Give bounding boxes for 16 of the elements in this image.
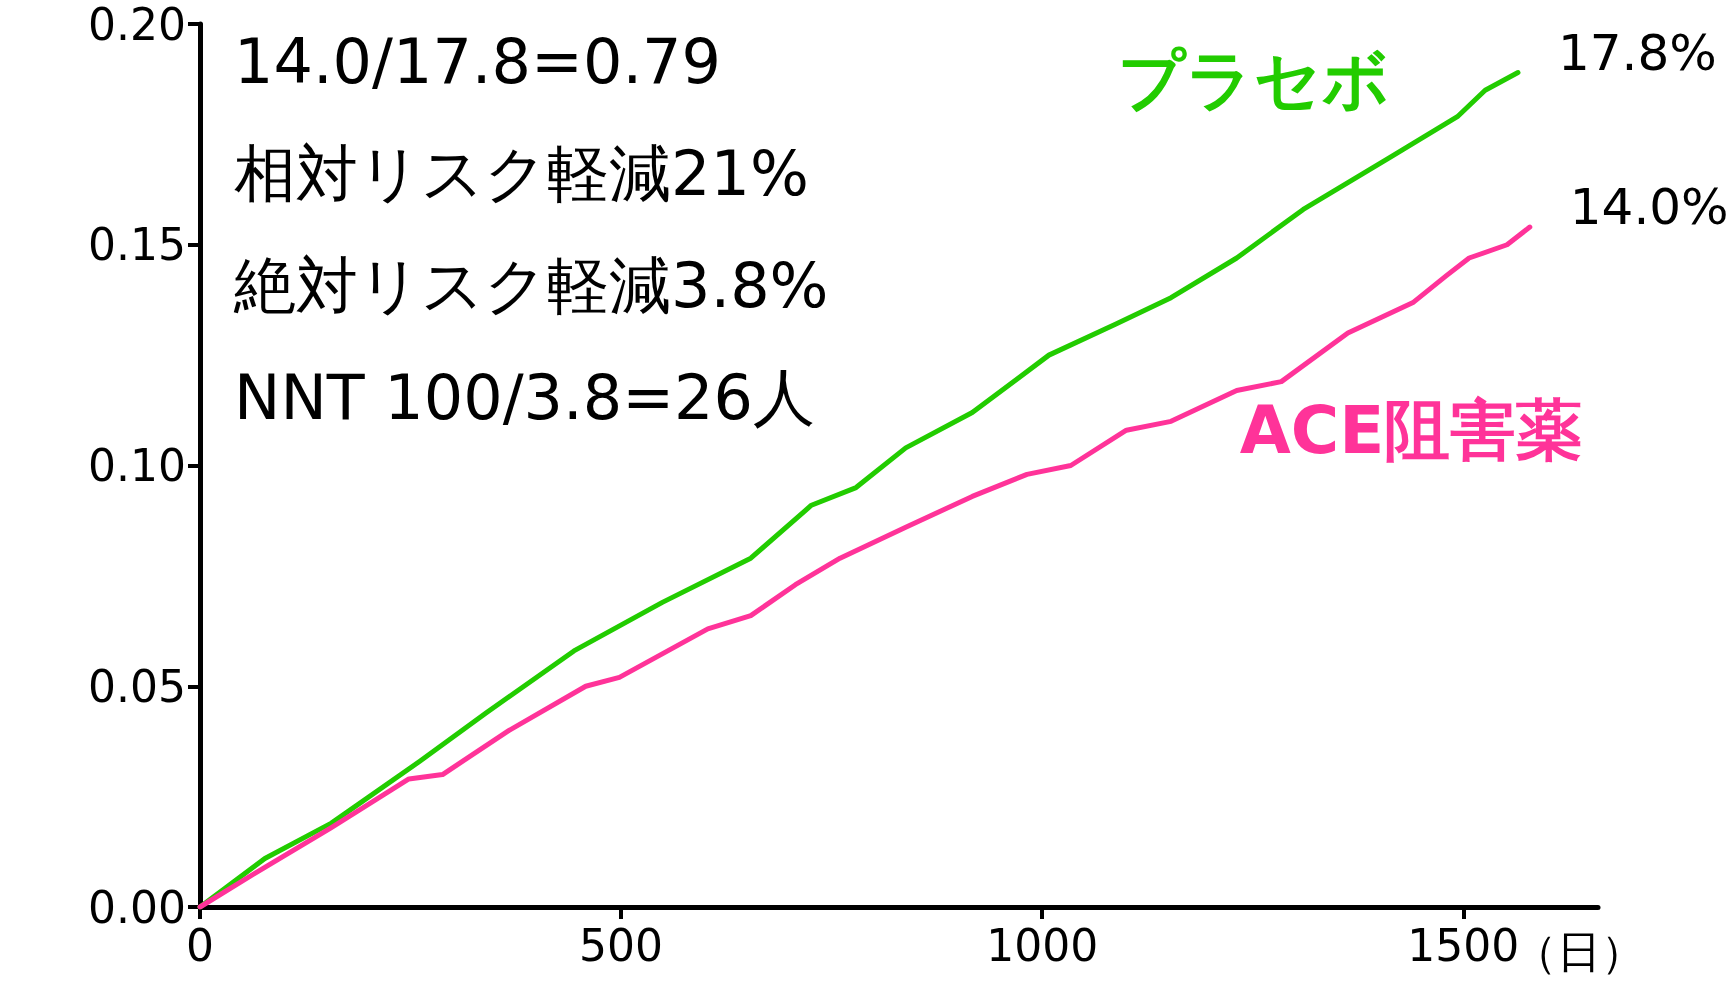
series-label: ACE阻害薬 <box>1239 391 1583 469</box>
x-tick-label: 500 <box>579 919 664 971</box>
annotation: 14.0% <box>1569 178 1729 237</box>
x-tick-label: 0 <box>186 919 214 971</box>
series-label: プラセボ <box>1117 42 1390 120</box>
annotation: 17.8% <box>1557 23 1717 82</box>
x-tick-label: 1000 <box>986 919 1099 971</box>
y-tick-label: 0.05 <box>88 660 186 712</box>
annotation: 相対リスク軽減21% <box>234 136 809 210</box>
y-tick-label: 0.10 <box>88 440 186 491</box>
y-tick-label: 0.00 <box>88 881 186 933</box>
annotation: 絶対リスク軽減3.8% <box>233 248 829 322</box>
annotation: NNT 100/3.8=26人 <box>234 360 816 434</box>
annotation: 14.0/17.8=0.79 <box>234 24 721 98</box>
y-tick-label: 0.15 <box>88 219 186 271</box>
y-tick-label: 0.20 <box>88 0 186 50</box>
